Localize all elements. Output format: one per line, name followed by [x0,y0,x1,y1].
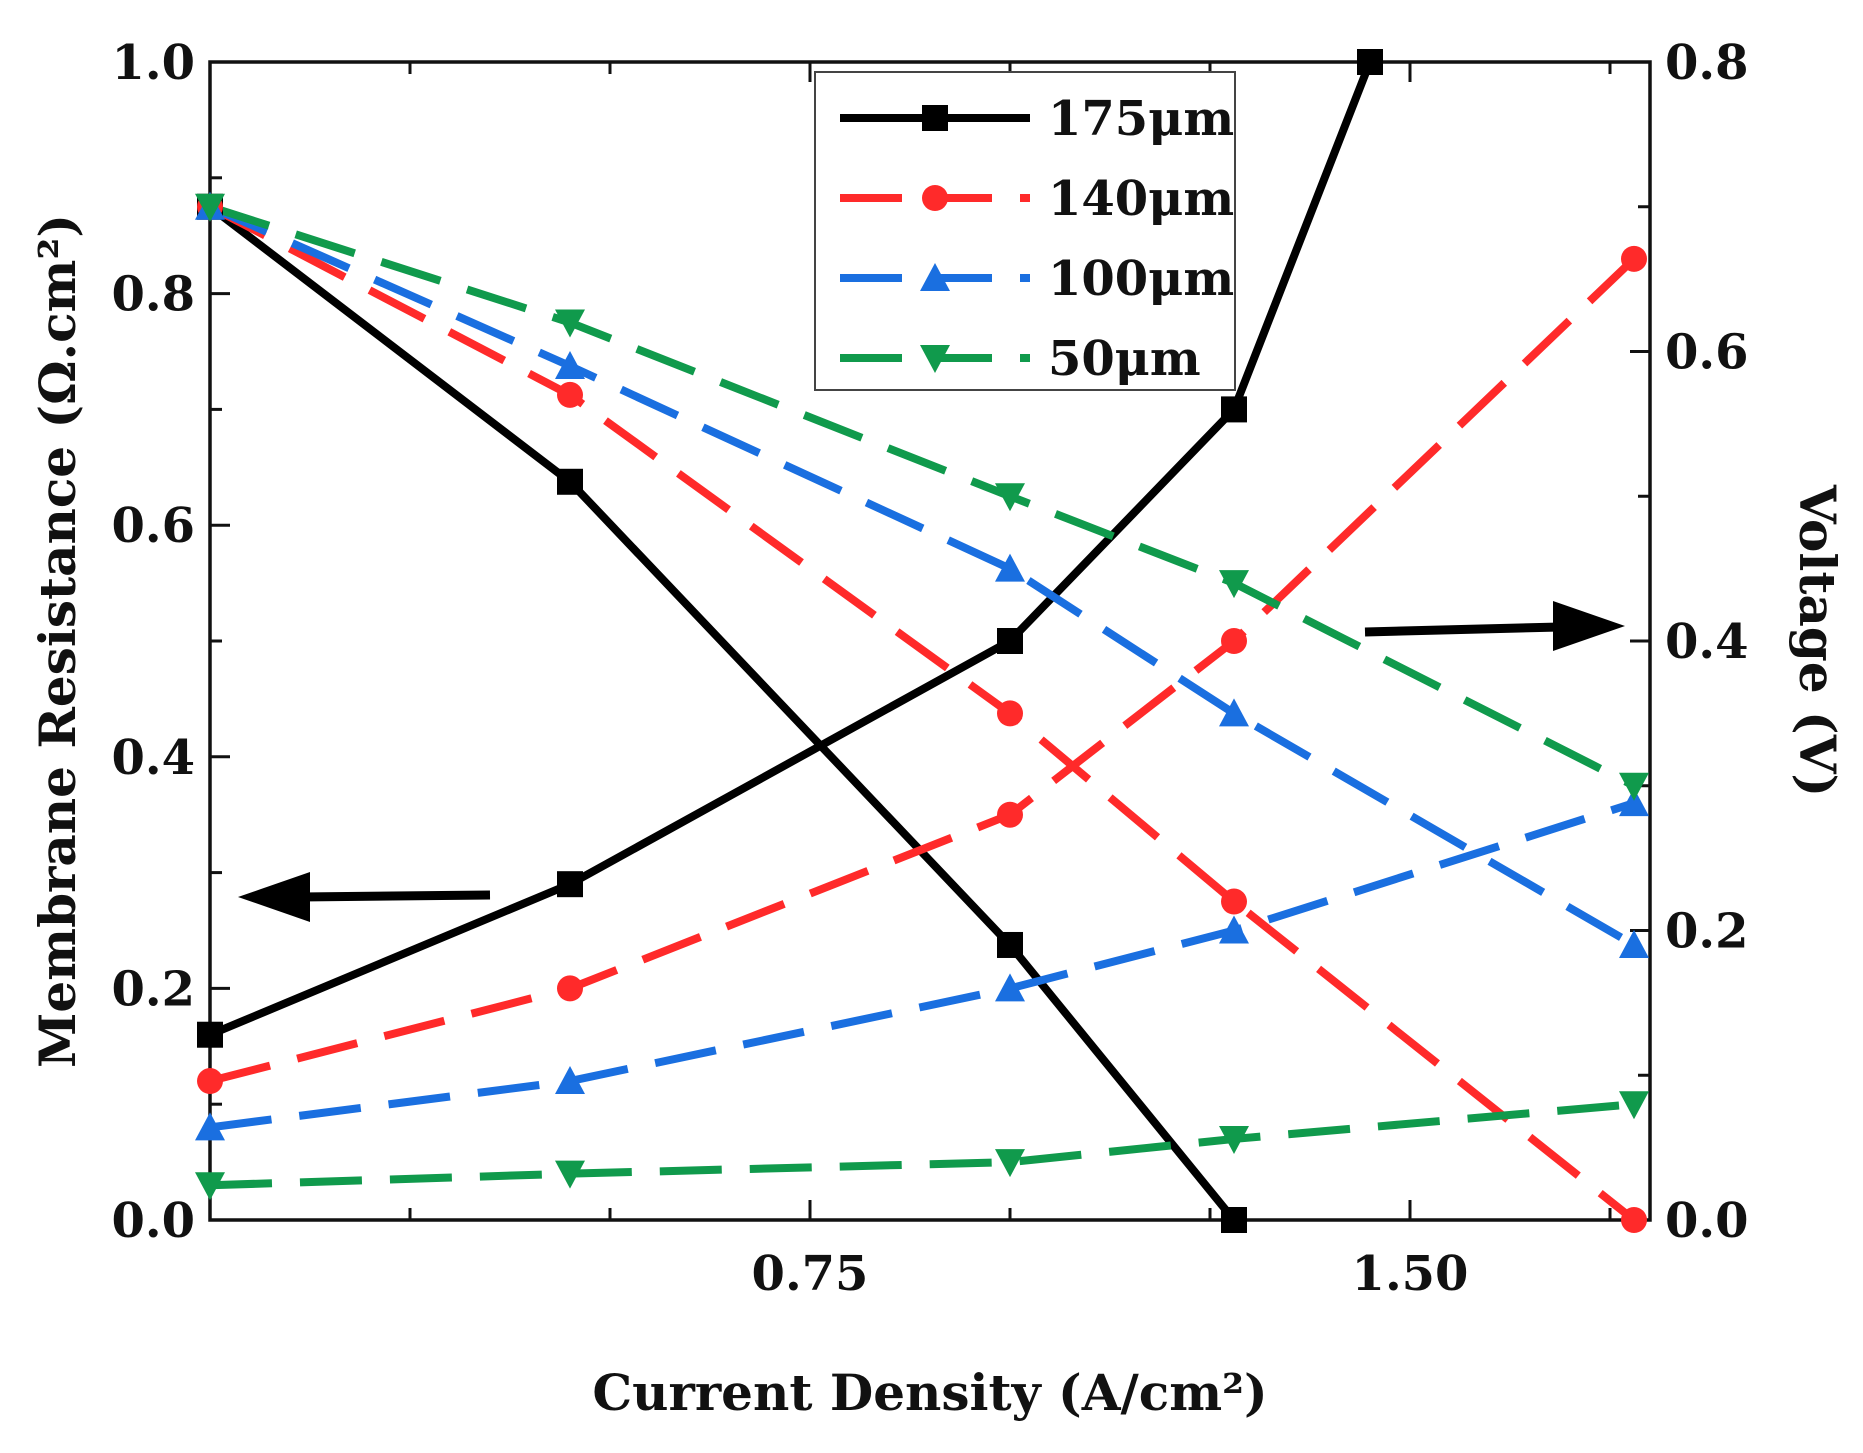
legend-swatch-marker [922,185,948,211]
y-left-axis-title: Membrane Resistance (Ω.cm²) [28,214,87,1068]
y-left-tick-label: 1.0 [111,35,195,91]
x-axis-title: Current Density (A/cm²) [592,1363,1267,1422]
y-left-tick-label: 0.8 [111,267,195,323]
arrow-to-left-axis [238,872,491,922]
series-175um-voltage-point [1221,1207,1247,1233]
series-100um-voltage-point [555,350,585,379]
series-100um-voltage-line [210,203,1637,949]
legend-box [814,71,1236,391]
arrow-to-right-axis [1364,601,1625,651]
y-left-tick-label: 0.4 [111,730,195,786]
series-50um-resistance-point [195,1172,225,1201]
y-right-tick-label: 0.2 [1665,904,1749,960]
legend-label: 50μm [1048,331,1201,387]
series-175um-resistance-point [1357,49,1383,75]
series-50um-voltage-point [1219,570,1249,599]
series-100um-resistance-point [555,1066,585,1095]
series-175um-voltage-point [557,468,583,495]
x-tick-label: 0.75 [752,1246,869,1302]
legend-swatch-marker [920,263,950,291]
series-175um-resistance-point [1221,396,1247,423]
series-50um-resistance-point [1219,1125,1249,1154]
series-100um-resistance-point [195,1112,225,1141]
series-50um-voltage-point [1619,772,1649,801]
legend-label: 140μm [1048,171,1234,227]
series-markers [195,49,1649,1233]
legend: 175μm 140μm 100μm 50μm [814,71,1236,391]
y-right-tick-label: 0.0 [1665,1193,1749,1249]
series-50um-voltage-point [195,193,225,222]
series-175um-voltage-point [997,931,1023,958]
series-100um-resistance-point [995,973,1025,1002]
series-50um-resistance-point [555,1160,585,1189]
series-140um-resistance-point [1221,628,1247,654]
series-175um-resistance-point [557,871,583,898]
legend-label: 175μm [1048,91,1234,147]
series-140um-voltage-point [557,381,583,408]
series-50um-resistance-point [995,1149,1025,1178]
series-50um-resistance-line [210,1100,1635,1190]
series-140um-voltage-point [1621,1207,1647,1233]
series-50um-resistance-point [1619,1091,1649,1120]
y-right-tick-label: 0.6 [1665,325,1749,381]
series-50um-voltage-point [995,483,1025,512]
tick-labels: 0.75 1.50 0.0 0.2 0.4 0.6 0.8 1.0 0.0 0.2 0.4 0.6 0.… [111,35,1748,1302]
series-100um-voltage-point [1219,698,1249,727]
y-right-tick-label: 0.8 [1665,35,1749,91]
series-50um-voltage-point [555,309,585,338]
series-140um-resistance-point [197,1068,223,1095]
y-left-tick-label: 0.0 [111,1193,195,1249]
series-140um-resistance-point [557,975,583,1002]
y-left-tick-label: 0.2 [111,961,195,1017]
legend-swatch-marker [920,345,950,373]
series-100um-resistance-point [1619,788,1649,817]
series-175um-resistance-point [997,628,1023,654]
legend-swatch-marker [922,105,948,131]
series-100um-voltage-point [1619,929,1649,958]
series-140um-voltage-point [1221,888,1247,915]
series-100um-voltage-point [995,553,1025,582]
series-140um-voltage-point [997,700,1023,727]
legend-label: 100μm [1048,251,1234,307]
y-left-tick-label: 0.6 [111,498,195,554]
x-tick-label: 1.50 [1352,1246,1469,1302]
series-140um-resistance-point [997,801,1023,828]
y-right-axis-title: Voltage (V) [1788,484,1847,797]
y-right-tick-label: 0.4 [1665,614,1749,670]
series-140um-resistance-point [1621,245,1647,272]
series-175um-resistance-point [197,1021,223,1048]
series-175um-voltage-line [210,203,1238,1220]
series-100um-resistance-point [1219,915,1249,944]
